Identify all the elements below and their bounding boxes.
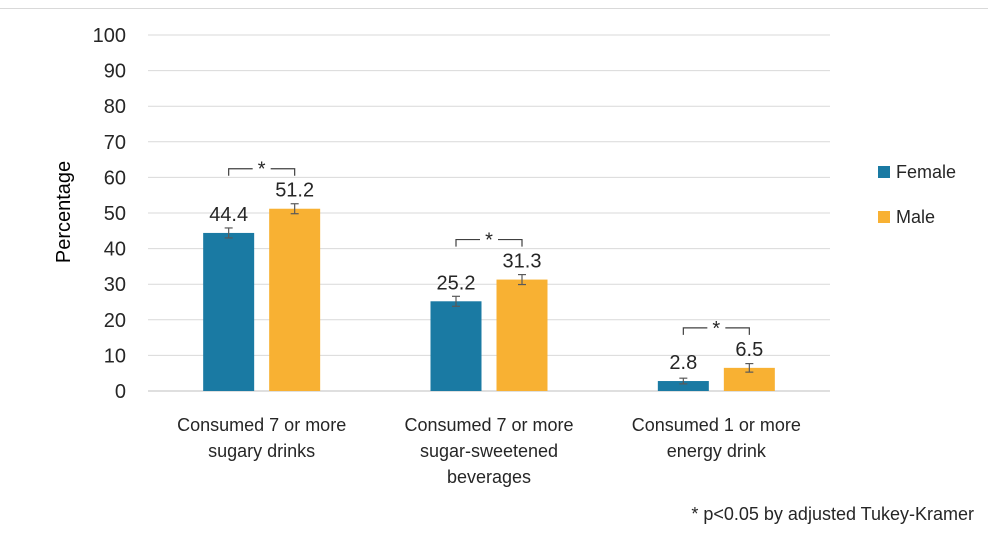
bar-female [430,301,482,391]
y-axis-ticks: 0 10 20 30 40 50 60 70 80 90 100 [93,25,126,403]
x-category-label: Consumed 7 or more [177,415,346,435]
x-category-label: energy drink [667,441,767,461]
y-tick-label: 0 [115,381,126,403]
data-label: 2.8 [669,352,697,374]
significance-brackets: * * * [228,159,750,340]
data-label: 31.3 [503,251,542,273]
y-tick-label: 30 [104,274,126,296]
y-tick-label: 10 [104,345,126,367]
legend-label-female: Female [896,162,956,182]
y-tick-label: 20 [104,310,126,332]
y-tick-label: 50 [104,203,126,225]
x-category-label: beverages [447,467,531,487]
y-tick-label: 70 [104,132,126,154]
y-tick-label: 80 [104,96,126,118]
legend-swatch-female [878,166,890,178]
bar-male [723,367,775,391]
x-category-label: Consumed 1 or more [632,415,801,435]
bars [203,208,775,391]
footnote: * p<0.05 by adjusted Tukey-Kramer [691,504,974,524]
data-labels: 44.4 51.2 25.2 31.3 2.8 6.5 [209,180,763,374]
y-tick-label: 40 [104,239,126,261]
y-tick-label: 90 [104,61,126,83]
legend-swatch-male [878,211,890,223]
bar-male [496,279,548,391]
significance-bracket [270,168,296,176]
data-label: 51.2 [275,180,314,202]
significance-bracket [498,238,523,247]
y-tick-label: 100 [93,25,126,47]
gridlines [148,34,830,392]
legend: Female Male [878,162,956,227]
y-axis-label: Percentage [53,161,75,263]
y-tick-label: 60 [104,167,126,189]
top-border-line [0,8,988,9]
significance-bracket [228,168,253,176]
x-category-label: sugary drinks [208,441,315,461]
significance-bracket [725,327,750,335]
significance-asterisk: * [485,230,493,252]
legend-label-male: Male [896,207,935,227]
x-category-label: sugar-sweetened [420,441,558,461]
bar-female [657,381,709,391]
significance-bracket [682,327,708,335]
significance-asterisk: * [712,318,720,340]
x-axis-category-labels: Consumed 7 or more sugary drinks Consumed … [177,415,801,487]
bar-male [269,208,321,391]
bar-female [203,232,255,391]
error-bars [224,203,754,385]
significance-asterisk: * [258,159,266,181]
x-category-label: Consumed 7 or more [404,415,573,435]
data-label: 44.4 [209,204,248,226]
data-label: 25.2 [437,272,476,294]
data-label: 6.5 [735,339,763,361]
significance-bracket [455,238,480,247]
